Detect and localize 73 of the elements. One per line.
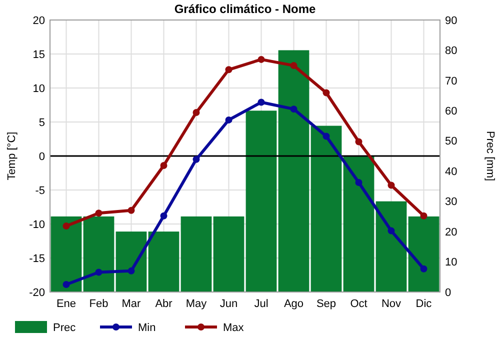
y2-tick-label: 50 xyxy=(445,136,458,148)
point xyxy=(420,265,428,272)
legend-label: Max xyxy=(223,322,244,334)
bar xyxy=(376,201,407,292)
point xyxy=(128,267,135,274)
y-tick-label: 0 xyxy=(38,150,45,163)
x-tick-label: Mar xyxy=(122,298,142,310)
point xyxy=(355,179,362,186)
y2-tick-label: 80 xyxy=(445,45,458,58)
x-tick-label: Ago xyxy=(284,298,304,310)
point xyxy=(388,227,395,234)
point xyxy=(258,56,265,63)
y2-tick-label: 40 xyxy=(445,166,458,178)
point xyxy=(62,281,70,288)
x-tick-label: Jun xyxy=(220,298,238,310)
y-tick-label: 15 xyxy=(32,48,45,61)
y2-tick-label: 20 xyxy=(445,226,458,238)
bar xyxy=(83,216,114,292)
point xyxy=(192,156,200,163)
bar xyxy=(50,216,82,292)
point xyxy=(290,62,298,70)
point xyxy=(355,138,362,146)
x-tick-label: Oct xyxy=(350,298,368,310)
x-tick-label: Nov xyxy=(381,298,402,310)
bar xyxy=(148,232,180,292)
point xyxy=(128,206,135,214)
y-tick-label: -20 xyxy=(29,286,45,299)
x-tick-label: Ene xyxy=(56,298,76,310)
point xyxy=(258,98,265,106)
bar xyxy=(116,232,147,292)
bar xyxy=(246,110,277,292)
y-axis-title: Temp [°C] xyxy=(6,132,18,180)
bar xyxy=(408,216,440,292)
legend-label: Prec xyxy=(53,322,76,334)
bar xyxy=(310,126,342,292)
y-tick-label: 20 xyxy=(32,14,45,27)
bar xyxy=(278,50,310,292)
bar xyxy=(343,156,374,292)
x-tick-label: Abr xyxy=(155,298,173,310)
point xyxy=(160,212,168,220)
y2-tick-label: 30 xyxy=(445,196,458,208)
x-tick-label: Feb xyxy=(89,298,108,310)
point xyxy=(420,212,428,220)
y2-tick-label: 60 xyxy=(445,106,458,118)
y-tick-label: -10 xyxy=(29,218,45,231)
y2-tick-label: 10 xyxy=(445,256,458,269)
point xyxy=(192,108,200,116)
y-tick-label: 10 xyxy=(32,82,45,95)
bar xyxy=(180,216,212,292)
y-tick-label: -5 xyxy=(35,184,45,197)
legend-label: Min xyxy=(138,322,156,334)
y-tick-label: 5 xyxy=(38,116,45,129)
y2-tick-label: 0 xyxy=(445,286,452,299)
y-tick-label: -15 xyxy=(29,252,45,265)
point xyxy=(225,116,232,124)
bar xyxy=(213,216,244,292)
y2-tick-label: 90 xyxy=(445,14,458,27)
x-tick-label: Sep xyxy=(316,298,336,310)
y2-tick-label: 70 xyxy=(445,75,458,88)
point xyxy=(290,106,298,113)
point xyxy=(225,66,232,74)
point xyxy=(322,132,330,140)
point xyxy=(95,210,102,217)
y2-axis-title: Prec [mm] xyxy=(484,130,496,182)
point xyxy=(95,268,102,276)
x-tick-label: Jul xyxy=(254,298,268,310)
x-tick-label: Dic xyxy=(416,298,432,310)
x-tick-label: May xyxy=(186,298,208,310)
chart-title: Gráfico climático - Nome xyxy=(174,2,316,16)
point xyxy=(322,89,330,96)
point xyxy=(388,182,395,189)
point xyxy=(160,162,168,170)
point xyxy=(62,222,70,230)
